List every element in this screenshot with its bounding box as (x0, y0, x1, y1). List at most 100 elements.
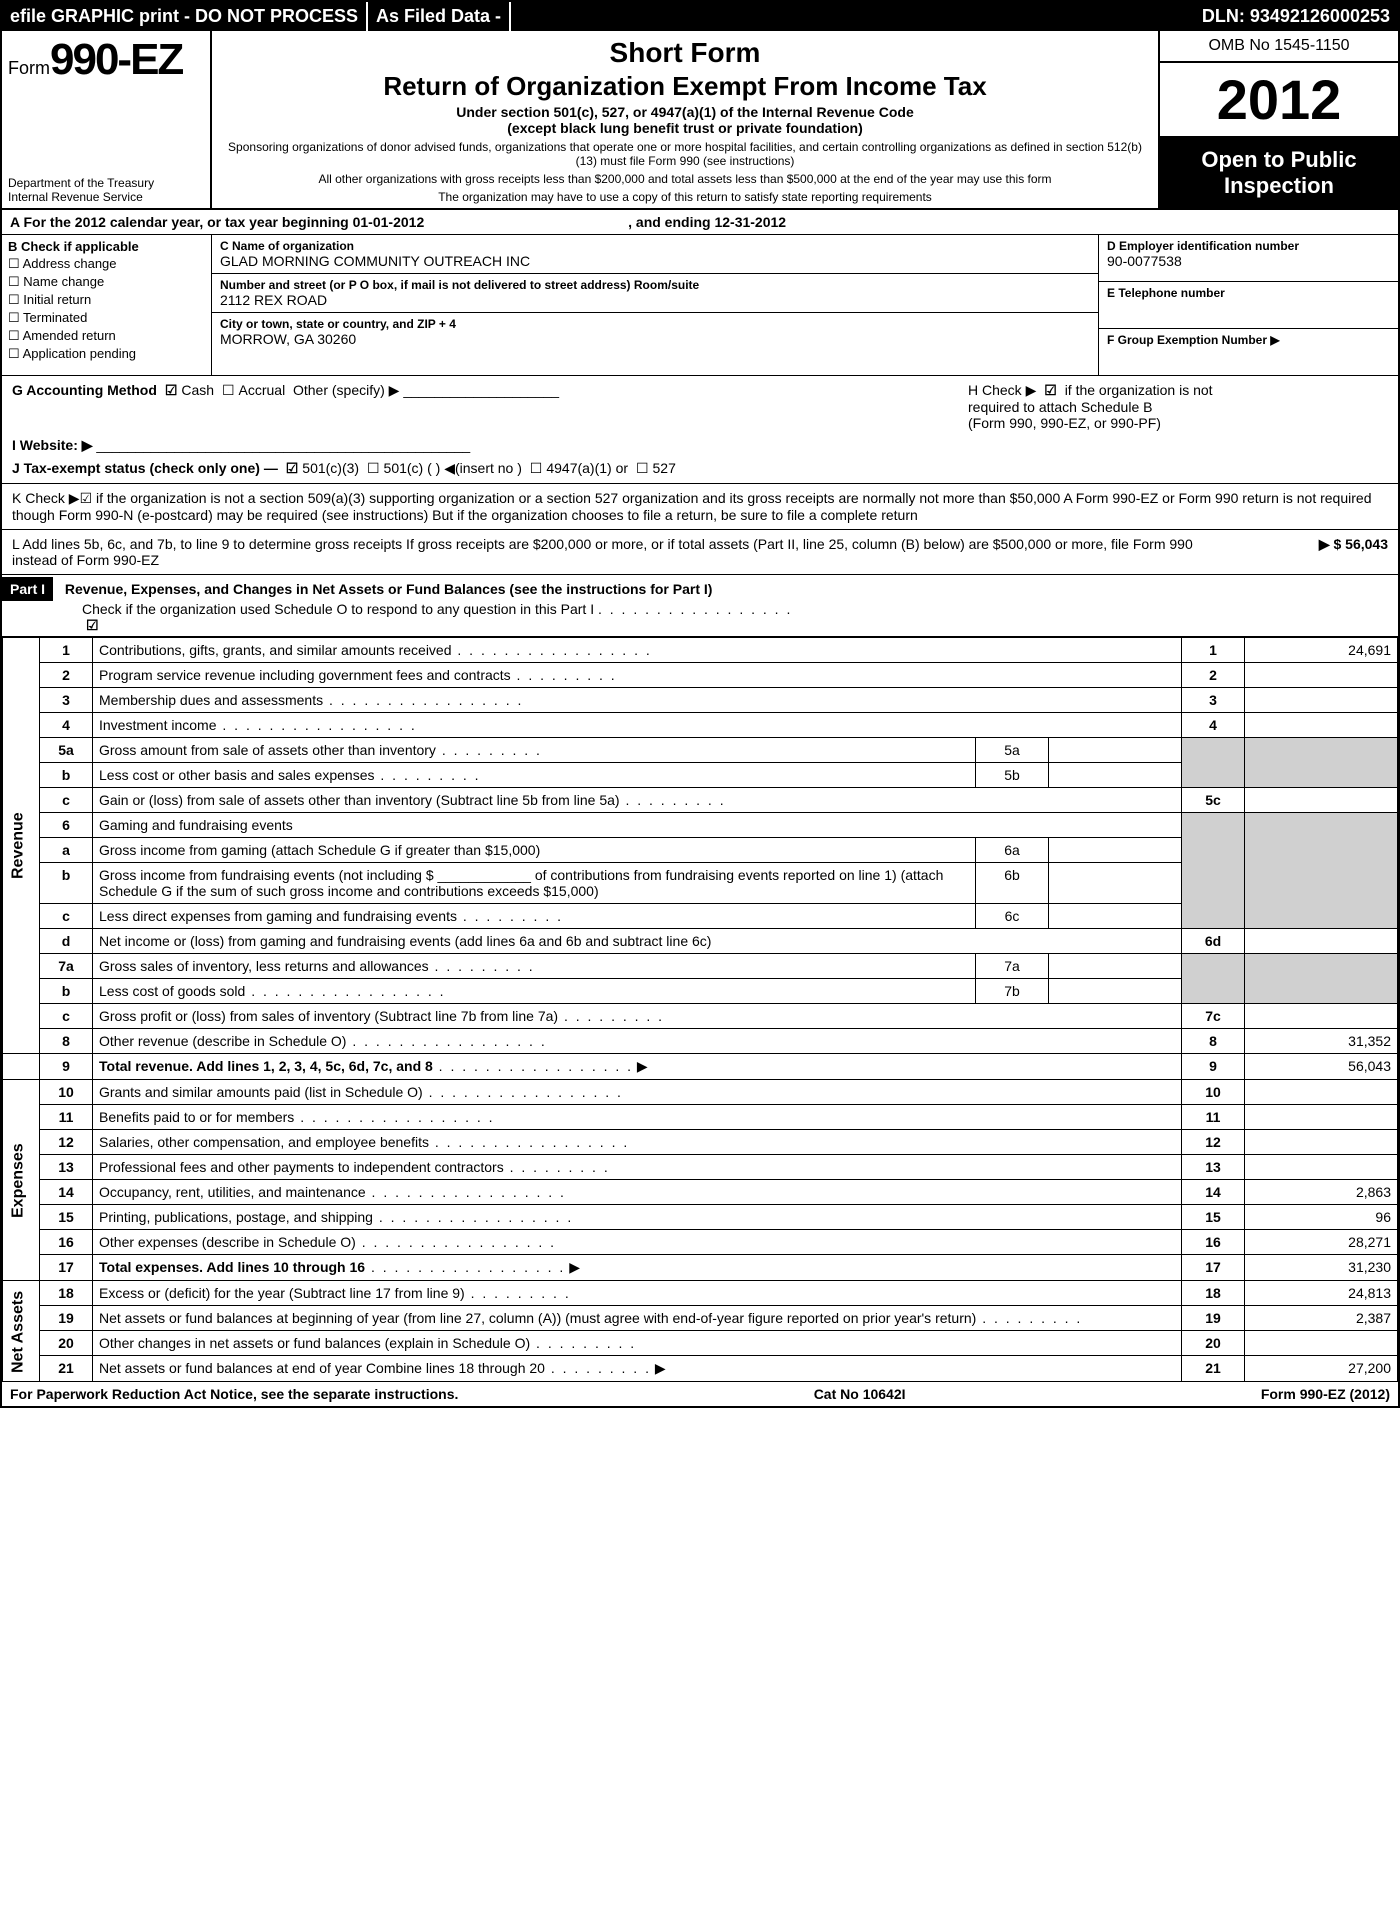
form-prefix: Form (8, 58, 50, 78)
line-6b-ibox: 6b (976, 863, 1049, 904)
line-14-box: 14 (1182, 1180, 1245, 1205)
group-exemption-label: F Group Exemption Number ▶ (1107, 333, 1390, 347)
line-6a-ibox: 6a (976, 838, 1049, 863)
ein-value: 90-0077538 (1107, 253, 1390, 269)
line-10-num: 10 (40, 1080, 93, 1105)
city-value: MORROW, GA 30260 (220, 331, 1090, 347)
line-19-desc: Net assets or fund balances at beginning… (99, 1310, 976, 1326)
line-9-num: 9 (40, 1054, 93, 1080)
footer-left: For Paperwork Reduction Act Notice, see … (10, 1386, 458, 1402)
other-label: Other (specify) ▶ (293, 382, 399, 398)
asfiled-label: As Filed Data - (368, 2, 511, 31)
tax-year: 2012 (1160, 63, 1398, 138)
header-right: OMB No 1545-1150 2012 Open to Public Ins… (1158, 31, 1398, 208)
line-21-desc: Net assets or fund balances at end of ye… (99, 1360, 545, 1376)
section-k: K Check ▶☑ if the organization is not a … (2, 484, 1398, 530)
accrual-label: Accrual (239, 382, 286, 398)
subtitle-1: Under section 501(c), 527, or 4947(a)(1)… (222, 104, 1148, 120)
line-2-desc: Program service revenue including govern… (99, 667, 511, 683)
chk-application-pending[interactable]: Application pending (8, 346, 205, 362)
dept-treasury: Department of the Treasury (8, 176, 204, 190)
chk-h[interactable] (1040, 382, 1061, 398)
chk-cash[interactable] (161, 382, 182, 398)
h-line1b: if the organization is not (1065, 382, 1213, 398)
netassets-group-label: Net Assets (3, 1281, 40, 1382)
line-20-box: 20 (1182, 1331, 1245, 1356)
expenses-group-label: Expenses (3, 1080, 40, 1281)
section-a: A For the 2012 calendar year, or tax yea… (2, 210, 1398, 235)
line-9-box: 9 (1182, 1054, 1245, 1080)
line-18-num: 18 (40, 1281, 93, 1306)
line-6b-desc: Gross income from fundraising events (no… (99, 867, 943, 899)
header-note-3: The organization may have to use a copy … (222, 190, 1148, 204)
chk-address-change[interactable]: Address change (8, 256, 205, 272)
line-4-amt (1245, 713, 1398, 738)
line-18-box: 18 (1182, 1281, 1245, 1306)
revenue-group-label: Revenue (3, 638, 40, 1054)
header-note-1: Sponsoring organizations of donor advise… (222, 140, 1148, 168)
chk-501c3[interactable] (282, 460, 303, 476)
line-6c-desc: Less direct expenses from gaming and fun… (99, 908, 457, 924)
line-11-amt (1245, 1105, 1398, 1130)
line-13-desc: Professional fees and other payments to … (99, 1159, 504, 1175)
line-7b-ibox: 7b (976, 979, 1049, 1004)
line-7c-box: 7c (1182, 1004, 1245, 1029)
chk-accrual[interactable] (218, 382, 239, 398)
line-8-num: 8 (40, 1029, 93, 1054)
line-5b-desc: Less cost or other basis and sales expen… (99, 767, 375, 783)
line-6-shade-amt (1245, 813, 1398, 929)
line-7b-iamt (1049, 979, 1182, 1004)
line-6a-desc: Gross income from gaming (attach Schedul… (99, 842, 540, 858)
short-form-title: Short Form (222, 37, 1148, 69)
line-5a-num: 5a (40, 738, 93, 763)
line-17-desc: Total expenses. Add lines 10 through 16 (99, 1259, 365, 1275)
chk-4947[interactable] (526, 460, 547, 476)
subtitle-2: (except black lung benefit trust or priv… (222, 120, 1148, 136)
form-number: Form990-EZ (8, 35, 204, 85)
line-19-amt: 2,387 (1245, 1306, 1398, 1331)
section-c: C Name of organization GLAD MORNING COMM… (212, 235, 1098, 375)
line-12-num: 12 (40, 1130, 93, 1155)
chk-initial-return[interactable]: Initial return (8, 292, 205, 308)
line-7c-num: c (40, 1004, 93, 1029)
line-13-num: 13 (40, 1155, 93, 1180)
open-line-1: Open to Public (1164, 147, 1394, 173)
line-4-desc: Investment income (99, 717, 217, 733)
line-7-shade (1182, 954, 1245, 1004)
ein-label: D Employer identification number (1107, 239, 1390, 253)
chk-amended-return[interactable]: Amended return (8, 328, 205, 344)
line-21-amt: 27,200 (1245, 1356, 1398, 1382)
chk-527[interactable] (632, 460, 653, 476)
line-4-box: 4 (1182, 713, 1245, 738)
line-8-box: 8 (1182, 1029, 1245, 1054)
line-8-amt: 31,352 (1245, 1029, 1398, 1054)
line-2-amt (1245, 663, 1398, 688)
line-12-amt (1245, 1130, 1398, 1155)
efile-label: efile GRAPHIC print - DO NOT PROCESS (2, 2, 368, 31)
line-6c-iamt (1049, 904, 1182, 929)
line-6a-iamt (1049, 838, 1182, 863)
line-5b-iamt (1049, 763, 1182, 788)
h-line2: required to attach Schedule B (968, 399, 1152, 415)
org-name-label: C Name of organization (220, 239, 1090, 253)
top-bar: efile GRAPHIC print - DO NOT PROCESS As … (2, 2, 1398, 31)
header-note-2: All other organizations with gross recei… (222, 172, 1148, 186)
chk-schedule-o[interactable] (2, 617, 103, 633)
line-6-num: 6 (40, 813, 93, 838)
line-20-num: 20 (40, 1331, 93, 1356)
line-11-box: 11 (1182, 1105, 1245, 1130)
section-k-text: K Check ▶☑ if the organization is not a … (12, 490, 1371, 523)
chk-name-change[interactable]: Name change (8, 274, 205, 290)
tax-exempt-label: J Tax-exempt status (check only one) — (12, 460, 278, 476)
line-16-amt: 28,271 (1245, 1230, 1398, 1255)
chk-terminated[interactable]: Terminated (8, 310, 205, 326)
open-to-public: Open to Public Inspection (1160, 138, 1398, 208)
dept-block: Department of the Treasury Internal Reve… (8, 176, 204, 204)
line-5c-amt (1245, 788, 1398, 813)
street-label: Number and street (or P O box, if mail i… (220, 278, 1090, 292)
line-7a-ibox: 7a (976, 954, 1049, 979)
line-13-amt (1245, 1155, 1398, 1180)
chk-501c[interactable] (363, 460, 384, 476)
line-7a-desc: Gross sales of inventory, less returns a… (99, 958, 429, 974)
footer-right: Form 990-EZ (2012) (1261, 1386, 1390, 1402)
